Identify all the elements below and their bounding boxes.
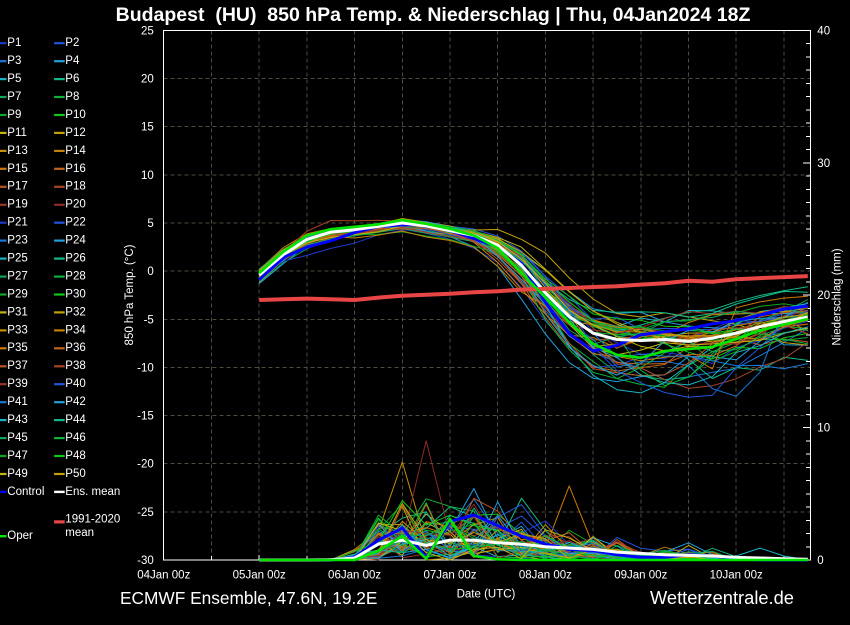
svg-text:05Jan 00z: 05Jan 00z xyxy=(233,569,286,581)
svg-text:P27: P27 xyxy=(7,270,27,282)
svg-text:-25: -25 xyxy=(137,507,154,519)
svg-text:15: 15 xyxy=(141,122,154,134)
svg-text:P36: P36 xyxy=(65,342,85,354)
svg-text:Control: Control xyxy=(7,486,44,498)
svg-text:P26: P26 xyxy=(65,253,85,265)
svg-text:Date (UTC): Date (UTC) xyxy=(457,588,516,600)
svg-text:P43: P43 xyxy=(7,414,27,426)
svg-text:P10: P10 xyxy=(65,109,85,121)
svg-text:07Jan 00z: 07Jan 00z xyxy=(423,569,476,581)
svg-text:P12: P12 xyxy=(65,127,85,139)
svg-text:Niederschlag (mm): Niederschlag (mm) xyxy=(832,248,844,345)
svg-text:P23: P23 xyxy=(7,235,27,247)
svg-text:20: 20 xyxy=(817,290,830,302)
svg-text:P49: P49 xyxy=(7,468,27,480)
svg-text:P3: P3 xyxy=(7,55,21,67)
svg-text:P48: P48 xyxy=(65,450,85,462)
svg-text:0: 0 xyxy=(147,266,153,278)
svg-text:10: 10 xyxy=(141,170,154,182)
svg-text:-20: -20 xyxy=(137,459,154,471)
svg-text:P30: P30 xyxy=(65,288,85,300)
svg-text:P8: P8 xyxy=(65,91,79,103)
svg-text:-10: -10 xyxy=(137,362,154,374)
svg-text:04Jan 00z: 04Jan 00z xyxy=(137,569,190,581)
svg-text:P5: P5 xyxy=(7,73,21,85)
svg-text:P25: P25 xyxy=(7,253,27,265)
svg-text:-15: -15 xyxy=(137,411,154,423)
svg-text:P45: P45 xyxy=(7,432,27,444)
svg-text:P33: P33 xyxy=(7,324,27,336)
svg-text:P19: P19 xyxy=(7,199,27,211)
svg-text:P31: P31 xyxy=(7,306,27,318)
svg-text:P16: P16 xyxy=(65,163,85,175)
svg-text:06Jan 00z: 06Jan 00z xyxy=(328,569,381,581)
svg-text:P29: P29 xyxy=(7,288,27,300)
svg-text:P39: P39 xyxy=(7,378,27,390)
svg-text:P14: P14 xyxy=(65,145,86,157)
svg-text:P47: P47 xyxy=(7,450,27,462)
svg-text:P20: P20 xyxy=(65,199,85,211)
svg-text:P44: P44 xyxy=(65,414,86,426)
svg-text:10: 10 xyxy=(817,423,830,435)
svg-text:mean: mean xyxy=(65,527,94,539)
svg-text:P22: P22 xyxy=(65,217,85,229)
svg-text:P32: P32 xyxy=(65,306,85,318)
svg-text:30: 30 xyxy=(817,158,830,170)
svg-text:P7: P7 xyxy=(7,91,21,103)
svg-text:P40: P40 xyxy=(65,378,85,390)
svg-text:P15: P15 xyxy=(7,163,27,175)
svg-text:08Jan 00z: 08Jan 00z xyxy=(519,569,572,581)
svg-text:P41: P41 xyxy=(7,396,27,408)
svg-text:P42: P42 xyxy=(65,396,85,408)
svg-text:P18: P18 xyxy=(65,181,85,193)
svg-text:Oper: Oper xyxy=(7,530,33,542)
svg-text:P35: P35 xyxy=(7,342,27,354)
svg-text:Wetterzentrale.de: Wetterzentrale.de xyxy=(650,587,794,608)
svg-text:ECMWF Ensemble, 47.6N, 19.2E: ECMWF Ensemble, 47.6N, 19.2E xyxy=(120,588,377,608)
svg-text:-30: -30 xyxy=(137,555,154,567)
svg-text:P9: P9 xyxy=(7,109,21,121)
svg-text:0: 0 xyxy=(817,555,823,567)
svg-text:40: 40 xyxy=(817,25,830,37)
svg-text:10Jan 00z: 10Jan 00z xyxy=(710,569,763,581)
svg-text:P2: P2 xyxy=(65,37,79,49)
svg-text:Budapest (HU) 850 hPa Temp.: Budapest (HU) 850 hPa Temp. & Niederschl… xyxy=(116,4,751,26)
svg-text:Ens. mean: Ens. mean xyxy=(65,486,120,498)
svg-text:P1: P1 xyxy=(7,37,21,49)
svg-text:09Jan 00z: 09Jan 00z xyxy=(614,569,667,581)
svg-text:P21: P21 xyxy=(7,217,27,229)
svg-text:P11: P11 xyxy=(7,127,27,139)
svg-text:P38: P38 xyxy=(65,360,85,372)
svg-text:P6: P6 xyxy=(65,73,79,85)
svg-text:25: 25 xyxy=(141,25,154,37)
svg-text:P24: P24 xyxy=(65,235,86,247)
svg-text:P34: P34 xyxy=(65,324,86,336)
svg-text:850 hPa Temp. (°C): 850 hPa Temp. (°C) xyxy=(124,244,136,345)
svg-text:-5: -5 xyxy=(144,314,154,326)
svg-text:20: 20 xyxy=(141,74,154,86)
svg-text:5: 5 xyxy=(147,218,153,230)
svg-text:P13: P13 xyxy=(7,145,27,157)
svg-text:P37: P37 xyxy=(7,360,27,372)
svg-text:P17: P17 xyxy=(7,181,27,193)
svg-text:1991-2020: 1991-2020 xyxy=(65,514,120,526)
svg-text:P50: P50 xyxy=(65,468,85,480)
svg-text:P4: P4 xyxy=(65,55,80,67)
svg-text:P28: P28 xyxy=(65,270,85,282)
svg-text:P46: P46 xyxy=(65,432,85,444)
